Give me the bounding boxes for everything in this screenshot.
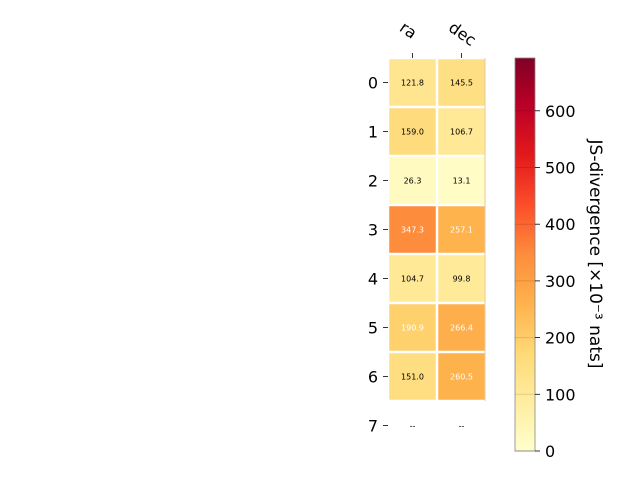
cell-value-label: 159.0 — [401, 128, 424, 137]
heatmap-cell — [438, 206, 485, 253]
column-label: ra — [396, 18, 420, 43]
heatmap-cell — [438, 108, 485, 155]
heatmap-cell — [389, 304, 436, 351]
colorbar-tick-label: 0 — [545, 442, 555, 461]
column-label: dec — [445, 18, 479, 50]
heatmap-cell — [438, 353, 485, 400]
row-label: 4 — [368, 270, 378, 289]
colorbar: 0 100 200 300 400 500 600 — [514, 57, 576, 461]
cell-value-label: 266.4 — [450, 324, 473, 333]
colorbar-tick-label: 500 — [545, 158, 576, 177]
heatmap-cells: 121.8 145.5 159.0 106.7 26.3 13.1 347.3 257.1 10… — [389, 58, 486, 431]
row-label: 1 — [368, 123, 378, 142]
heatmap-cell — [438, 255, 485, 302]
row-label: 0 — [368, 74, 378, 93]
cell-value-label: 260.5 — [450, 373, 473, 382]
heatmap-cell — [438, 157, 485, 204]
heatmap-cell — [389, 353, 436, 400]
heatmap-cell — [389, 59, 436, 106]
cell-value-label: 257.1 — [450, 226, 473, 235]
cell-value-label: 151.0 — [401, 373, 424, 382]
heatmap-cell — [438, 59, 485, 106]
row-label: 7 — [368, 417, 378, 436]
heatmap-cell — [389, 255, 436, 302]
cell-value-label: 190.9 — [401, 324, 424, 333]
cell-value-label: 145.5 — [450, 79, 473, 88]
colorbar-tick-label: 400 — [545, 215, 576, 234]
heatmap-cell — [389, 157, 436, 204]
colorbar-tick-label: 200 — [545, 329, 576, 348]
heatmap-cell — [389, 108, 436, 155]
row-label: 5 — [368, 319, 378, 338]
cell-value-label: 99.8 — [453, 275, 471, 284]
row-label: 2 — [368, 172, 378, 191]
cell-value-label: 121.8 — [401, 79, 424, 88]
row-label: 6 — [368, 368, 378, 387]
colorbar-label: JS-divergence [×10⁻³ nats] — [585, 139, 605, 369]
cell-value-label: -- — [410, 422, 416, 431]
heatmap-cell — [438, 304, 485, 351]
row-label: 3 — [368, 221, 378, 240]
column-labels: ra dec — [396, 18, 480, 58]
colorbar-tick-label: 600 — [545, 102, 576, 121]
colorbar-tick-label: 100 — [545, 385, 576, 404]
row-labels: 0 1 2 3 4 5 6 7 — [368, 74, 388, 436]
colorbar-gradient — [514, 57, 536, 452]
heatmap-cell — [389, 206, 436, 253]
colorbar-tick-label: 300 — [545, 272, 576, 291]
cell-value-label: 104.7 — [401, 275, 424, 284]
cell-value-label: 13.1 — [453, 177, 471, 186]
cell-value-label: 347.3 — [401, 226, 424, 235]
cell-value-label: -- — [459, 422, 465, 431]
cell-value-label: 26.3 — [404, 177, 422, 186]
cell-value-label: 106.7 — [450, 128, 473, 137]
